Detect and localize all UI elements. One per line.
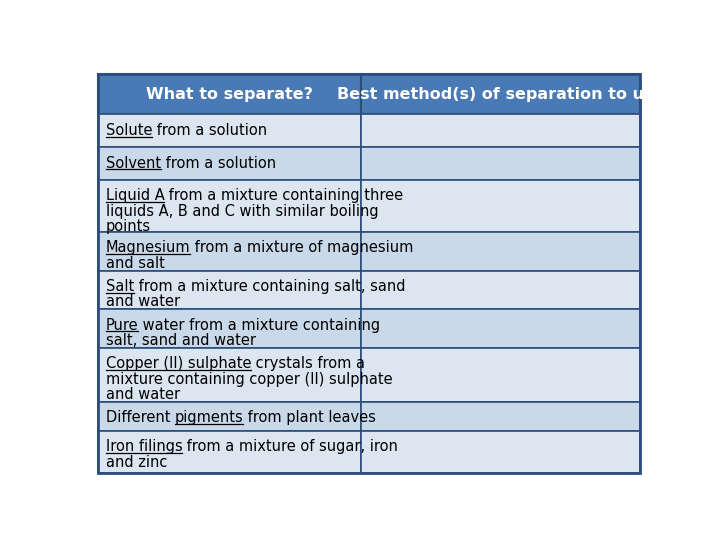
Text: Magnesium: Magnesium — [106, 240, 190, 255]
Text: What to separate?: What to separate? — [146, 87, 313, 102]
Bar — [361, 74, 639, 114]
Bar — [99, 309, 361, 348]
Text: water from a mixture containing: water from a mixture containing — [138, 318, 380, 333]
Text: and water: and water — [106, 294, 180, 309]
Bar — [99, 147, 361, 180]
Bar — [361, 232, 639, 271]
Bar — [361, 431, 639, 473]
Bar — [99, 180, 361, 232]
Bar — [99, 348, 361, 402]
Bar — [361, 348, 639, 402]
Bar — [361, 271, 639, 309]
Bar — [361, 402, 639, 431]
Text: from a solution: from a solution — [152, 123, 267, 138]
Text: Different: Different — [106, 410, 175, 425]
Text: Best method(s) of separation to use: Best method(s) of separation to use — [336, 87, 664, 102]
Text: crystals from a: crystals from a — [251, 356, 365, 371]
Bar — [361, 180, 639, 232]
Text: from a mixture of magnesium: from a mixture of magnesium — [190, 240, 413, 255]
Text: liquids A, B and C with similar boiling: liquids A, B and C with similar boiling — [106, 204, 378, 219]
Text: and water: and water — [106, 387, 180, 402]
Text: from a mixture containing three: from a mixture containing three — [164, 188, 403, 204]
Text: Solvent: Solvent — [106, 156, 161, 171]
Text: Solute: Solute — [106, 123, 152, 138]
Bar — [361, 147, 639, 180]
Bar — [361, 309, 639, 348]
Text: and zinc: and zinc — [106, 455, 167, 469]
Bar — [99, 114, 361, 147]
Text: mixture containing copper (II) sulphate: mixture containing copper (II) sulphate — [106, 372, 392, 387]
Bar — [99, 232, 361, 271]
Text: Copper (II) sulphate: Copper (II) sulphate — [106, 356, 251, 371]
Bar — [361, 114, 639, 147]
Text: from plant leaves: from plant leaves — [243, 410, 377, 425]
Text: Iron filings: Iron filings — [106, 439, 182, 454]
Text: pigments: pigments — [175, 410, 243, 425]
Bar — [99, 74, 361, 114]
Bar — [99, 402, 361, 431]
Text: from a mixture containing salt, sand: from a mixture containing salt, sand — [134, 279, 405, 294]
Text: from a mixture of sugar, iron: from a mixture of sugar, iron — [182, 439, 398, 454]
Bar — [99, 431, 361, 473]
Text: salt, sand and water: salt, sand and water — [106, 333, 256, 348]
Text: points: points — [106, 219, 150, 234]
Bar — [99, 271, 361, 309]
Text: and salt: and salt — [106, 256, 164, 271]
Text: Liquid A: Liquid A — [106, 188, 164, 204]
Text: Salt: Salt — [106, 279, 134, 294]
Text: Pure: Pure — [106, 318, 138, 333]
Text: from a solution: from a solution — [161, 156, 276, 171]
